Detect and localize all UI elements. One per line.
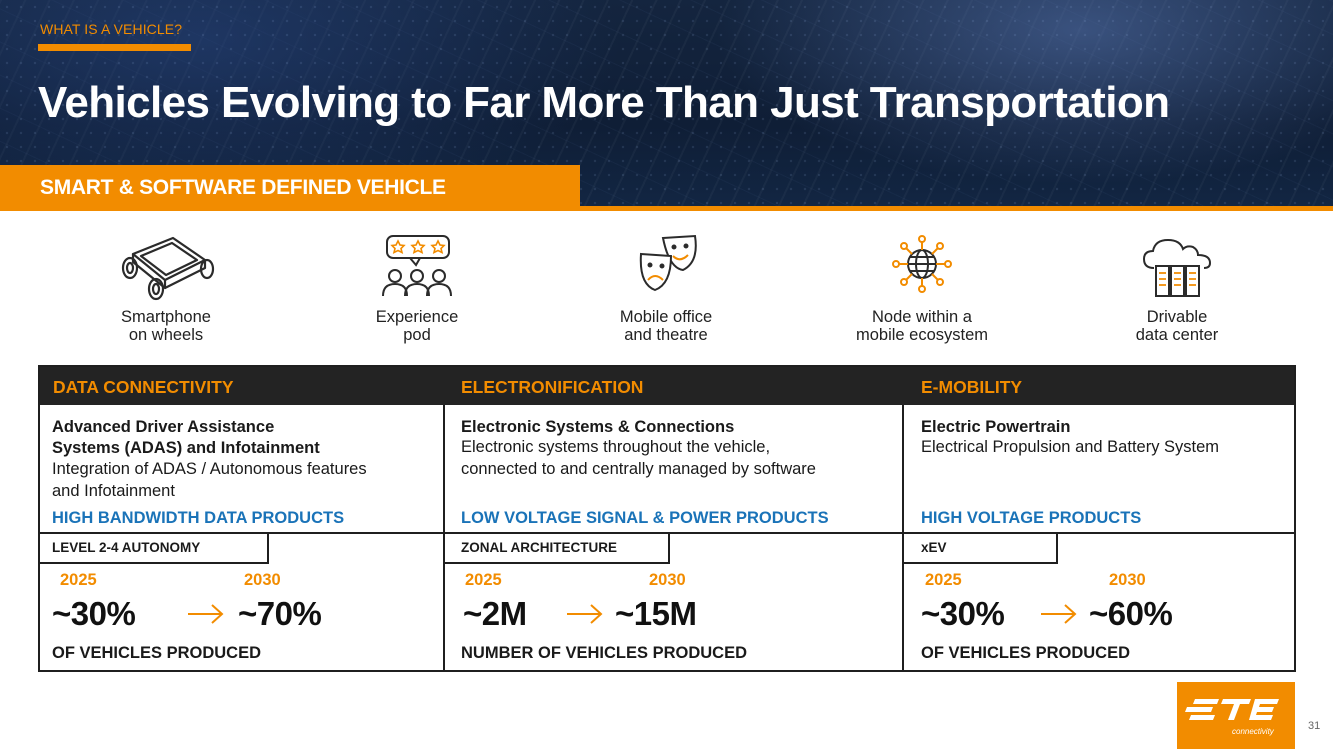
concept-label: Mobile office and theatre	[619, 308, 713, 344]
year-to: 2030	[1109, 571, 1146, 589]
product-category: HIGH BANDWIDTH DATA PRODUCTS	[52, 509, 345, 527]
row-divider	[40, 532, 1294, 534]
concept-node-mobile-ecosystem: Node within a mobile ecosystem	[822, 232, 1022, 344]
section-band-line	[0, 206, 1333, 211]
page-title: Vehicles Evolving to Far More Than Just …	[38, 78, 1170, 127]
section-band	[0, 165, 580, 207]
value-to: ~60%	[1089, 595, 1173, 632]
year-from: 2025	[60, 571, 97, 589]
arrow-right-icon	[1041, 604, 1077, 624]
year-to: 2030	[649, 571, 686, 589]
column-description: Integration of ADAS / Autonomous feature…	[52, 460, 367, 500]
product-category: LOW VOLTAGE SIGNAL & POWER PRODUCTS	[461, 509, 829, 527]
value-from: ~2M	[463, 595, 527, 632]
product-category: HIGH VOLTAGE PRODUCTS	[921, 509, 1142, 527]
metric-tag-label: LEVEL 2-4 AUTONOMY	[52, 540, 201, 555]
column-header-e-mobility: E-MOBILITY	[921, 377, 1023, 397]
concept-label: Node within a mobile ecosystem	[855, 308, 989, 344]
column-data-connectivity: Advanced Driver Assistance Systems (ADAS…	[40, 405, 443, 672]
column-divider	[902, 405, 904, 672]
concept-label: Experience pod	[375, 308, 459, 344]
column-divider	[443, 405, 445, 672]
metric-footer: OF VEHICLES PRODUCED	[921, 644, 1131, 662]
section-band-label: SMART & SOFTWARE DEFINED VEHICLE	[40, 176, 446, 199]
metric-tag: xEV	[904, 532, 1058, 564]
te-connectivity-logo: connectivity	[1177, 682, 1295, 749]
smartphone-car-icon	[121, 236, 215, 301]
theatre-masks-icon	[639, 234, 697, 292]
column-title: Electric Powertrain	[921, 418, 1071, 436]
eyebrow-underline	[38, 44, 191, 51]
value-to: ~15M	[615, 595, 697, 632]
concept-smartphone-on-wheels: Smartphone on wheels	[66, 232, 266, 344]
concept-label: Smartphone on wheels	[121, 308, 211, 344]
table-header-row	[40, 367, 1294, 405]
value-from: ~30%	[52, 595, 136, 632]
value-to: ~70%	[238, 595, 322, 632]
column-title: Electronic Systems & Connections	[461, 418, 735, 436]
metric-tag-label: xEV	[921, 540, 947, 555]
metric-footer: NUMBER OF VEHICLES PRODUCED	[461, 644, 748, 662]
column-title: Advanced Driver Assistance Systems (ADAS…	[52, 418, 320, 457]
column-header-electronification: ELECTRONIFICATION	[461, 377, 644, 397]
concept-drivable-data-center: Drivable data center	[1077, 232, 1277, 344]
metric-tag: ZONAL ARCHITECTURE	[445, 532, 670, 564]
metric-tag-label: ZONAL ARCHITECTURE	[461, 540, 617, 555]
te-logo-mark	[1185, 699, 1279, 720]
section-eyebrow: WHAT IS A VEHICLE?	[40, 21, 183, 37]
cloud-server-icon	[1142, 238, 1212, 297]
value-from: ~30%	[921, 595, 1005, 632]
year-from: 2025	[465, 571, 502, 589]
year-from: 2025	[925, 571, 962, 589]
audience-rating-icon	[382, 235, 452, 297]
metric-footer: OF VEHICLES PRODUCED	[52, 644, 262, 662]
market-table: DATA CONNECTIVITY ELECTRONIFICATION E-MO…	[38, 365, 1296, 672]
column-description: Electrical Propulsion and Battery System	[921, 438, 1220, 456]
concept-label: Drivable data center	[1135, 308, 1219, 344]
column-e-mobility: Electric Powertrain Electrical Propulsio…	[904, 405, 1294, 672]
column-header-data-connectivity: DATA CONNECTIVITY	[53, 377, 234, 397]
column-description: Electronic systems throughout the vehicl…	[461, 438, 816, 478]
page-number: 31	[1308, 720, 1321, 732]
arrow-right-icon	[188, 604, 224, 624]
concept-experience-pod: Experience pod	[317, 232, 517, 344]
concept-mobile-office-theatre: Mobile office and theatre	[566, 232, 766, 344]
metric-tag: LEVEL 2-4 AUTONOMY	[40, 532, 269, 564]
year-to: 2030	[244, 571, 281, 589]
logo-subtitle: connectivity	[1232, 727, 1274, 736]
column-electronification: Electronic Systems & Connections Electro…	[445, 405, 902, 672]
arrow-right-icon	[567, 604, 603, 624]
globe-network-icon	[892, 235, 952, 293]
